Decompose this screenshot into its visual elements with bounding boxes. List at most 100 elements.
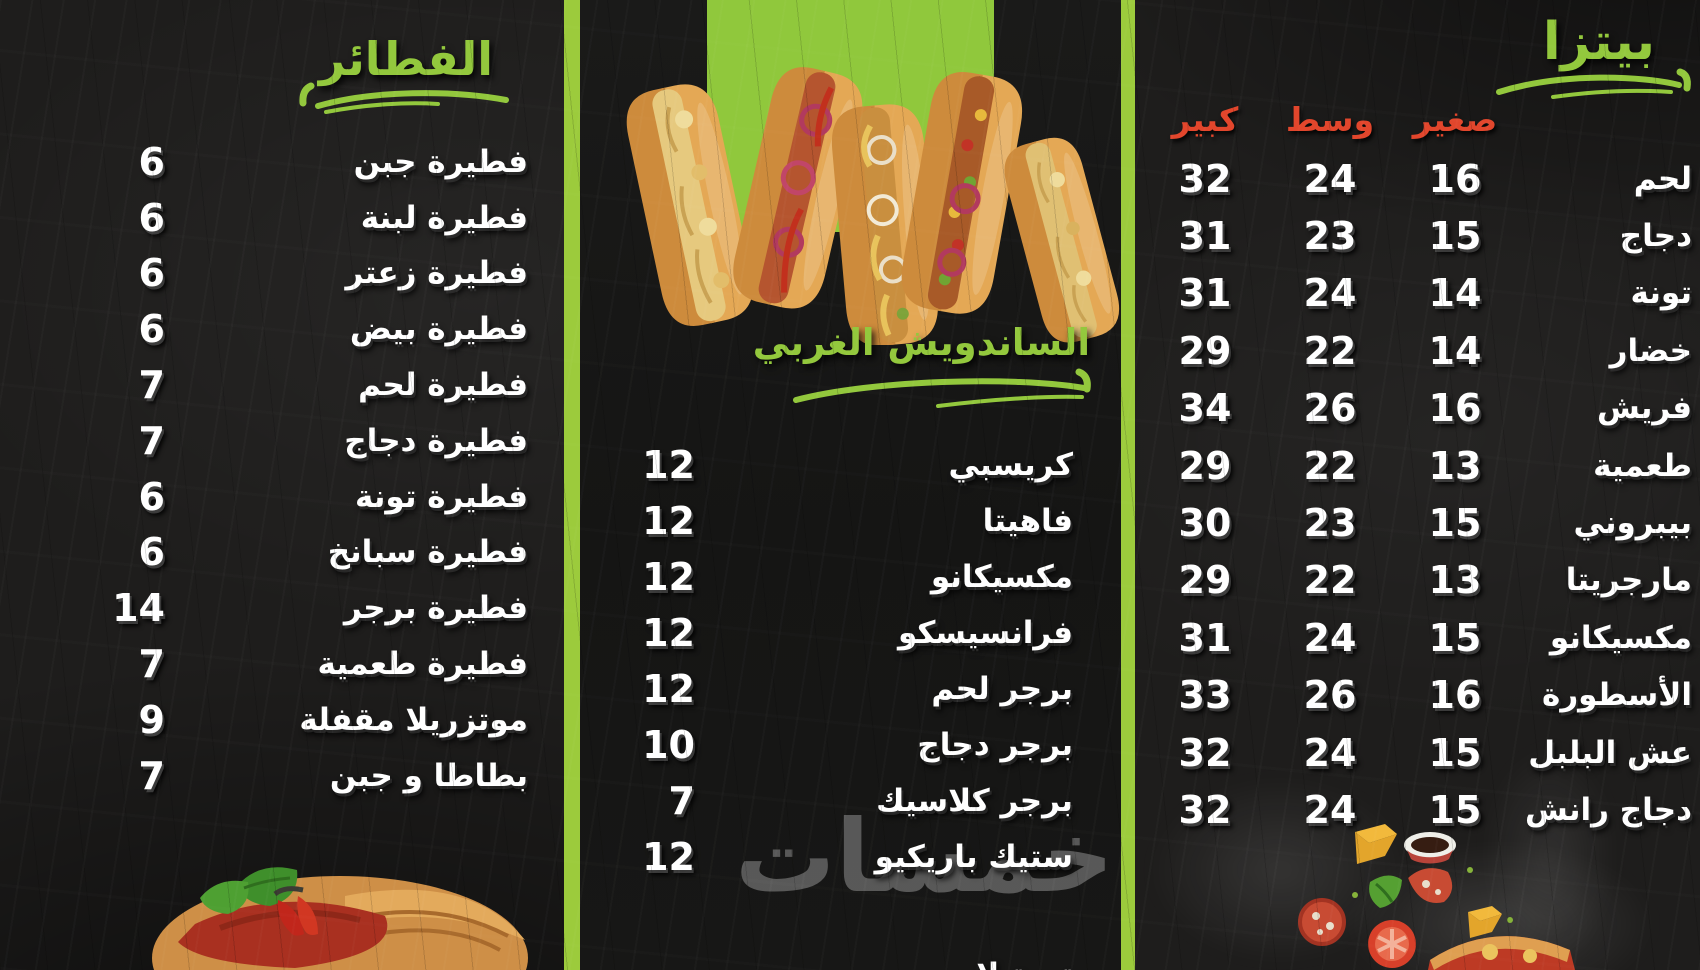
item-name: فطيرة تونة — [354, 478, 528, 515]
price: 6 — [138, 251, 165, 296]
menu-row: 29 22 14 خضار — [1150, 322, 1692, 379]
price: 12 — [642, 555, 695, 599]
price: 6 — [138, 139, 165, 184]
pizza-section-title: بيتزا — [1542, 12, 1655, 72]
menu-row: 7 بطاطا و جبن — [35, 748, 528, 804]
menu-row: 12 مكسيكانو — [580, 549, 1073, 605]
price-medium: 24 — [1303, 156, 1357, 201]
price: 12 — [642, 499, 695, 543]
price-small: 13 — [1428, 443, 1482, 488]
menu-row: 7 برجر كلاسيك — [580, 773, 1073, 829]
panel-border-left — [564, 0, 580, 970]
menu-row: 6 فطيرة سبانخ — [35, 525, 528, 581]
panel-border-right — [1121, 0, 1135, 970]
item-name: بطاطا و جبن — [329, 757, 528, 794]
price: 6 — [138, 474, 165, 519]
price: 12 — [642, 667, 695, 711]
price: 10 — [642, 723, 695, 767]
price-large: 33 — [1178, 673, 1232, 718]
price-small: 15 — [1428, 787, 1482, 832]
menu-row: 32 24 16 لحم — [1150, 150, 1692, 207]
price-large: 31 — [1178, 271, 1232, 316]
menu-row: 32 24 15 دجاج رانش — [1150, 781, 1692, 838]
price-medium: 22 — [1303, 558, 1357, 603]
item-name: فطيرة لبنة — [360, 199, 528, 236]
item-name: عش البلبل — [1528, 734, 1692, 771]
item-name: فاهيتا — [982, 503, 1073, 539]
price-medium: 22 — [1303, 443, 1357, 488]
menu-row: 12 فرانسيسكو — [580, 605, 1073, 661]
item-name: فريش — [1596, 390, 1692, 427]
item-name: مكسيكانو — [1549, 619, 1692, 656]
price: 6 — [138, 530, 165, 575]
price-large: 29 — [1178, 328, 1232, 373]
pies-section-title: الفطائر — [318, 32, 493, 86]
item-name: فطيرة برجر — [343, 590, 528, 627]
item-name: كريسبي — [948, 447, 1073, 483]
price: 7 — [138, 753, 165, 798]
item-name: برجر لحم — [931, 671, 1073, 707]
price: 7 — [138, 418, 165, 463]
price-medium: 23 — [1303, 501, 1357, 546]
menu-row: 6 فطيرة تونة — [35, 469, 528, 525]
item-name: فطيرة سبانخ — [327, 534, 528, 571]
price: 7 — [668, 779, 695, 823]
salami-slice — [1298, 898, 1346, 946]
pies-menu-list: 6 فطيرة جبن 6 فطيرة لبنة 6 فطيرة زعتر 6 فطير… — [35, 134, 528, 804]
menu-row: 10 برجر دجاج — [580, 717, 1073, 773]
price-medium: 22 — [1303, 328, 1357, 373]
price: 6 — [138, 307, 165, 352]
price-small: 15 — [1428, 501, 1482, 546]
menu-row: 7 فطيرة لحم — [35, 357, 528, 413]
price-small: 14 — [1428, 271, 1482, 316]
price-small: 15 — [1428, 214, 1482, 259]
item-name: الأسطورة — [1542, 677, 1692, 714]
price: 6 — [138, 195, 165, 240]
tomato-slice — [1368, 920, 1416, 968]
item-name: فطيرة بيض — [349, 311, 528, 348]
price-small: 15 — [1428, 615, 1482, 660]
item-name: موتزريلا مقفلة — [299, 701, 528, 738]
item-name: مارجريتا — [1565, 562, 1692, 599]
price: 14 — [112, 586, 165, 631]
item-name: طعمية — [1593, 447, 1692, 484]
price-large: 32 — [1178, 730, 1232, 775]
sandwich-menu-list: 12 كريسبي 12 فاهيتا 12 مكسيكانو 12 فرانسيسكو… — [580, 437, 1073, 885]
price-medium: 23 — [1303, 214, 1357, 259]
menu-row: 12 كريسبي — [580, 437, 1073, 493]
size-header-medium: وسط — [1285, 100, 1375, 139]
item-name: دجاج — [1619, 218, 1692, 255]
menu-row: 6 فطيرة زعتر — [35, 246, 528, 302]
item-name: مكسيكانو — [930, 559, 1073, 595]
pies-title-underline — [299, 82, 509, 114]
price-large: 29 — [1178, 443, 1232, 488]
price-large: 31 — [1178, 615, 1232, 660]
size-header-small: صغير — [1412, 100, 1498, 139]
menu-row: 31 24 14 تونة — [1150, 265, 1692, 322]
item-name: تورتيلا — [976, 957, 1073, 970]
price-large: 30 — [1178, 501, 1232, 546]
menu-row: 14 فطيرة برجر — [35, 580, 528, 636]
price: 7 — [138, 642, 165, 687]
item-name: تونة — [1630, 275, 1692, 312]
menu-row: 29 22 13 مارجريتا — [1150, 552, 1692, 609]
price-medium: 24 — [1303, 271, 1357, 316]
price-large: 32 — [1178, 156, 1232, 201]
menu-row: 31 23 15 دجاج — [1150, 207, 1692, 264]
price: 12 — [642, 443, 695, 487]
item-name: فطيرة زعتر — [345, 255, 529, 292]
menu-row: 9 موتزريلا مقفلة — [35, 692, 528, 748]
item-name: ستيك باريكيو — [874, 839, 1073, 875]
ingredients-photo — [1298, 824, 1575, 970]
price-large: 31 — [1178, 214, 1232, 259]
item-name: برجر كلاسيك — [876, 783, 1073, 819]
menu-row: 12 برجر لحم — [580, 661, 1073, 717]
menu-row: 7 فطيرة طعمية — [35, 636, 528, 692]
menu-row: 30 23 15 بيبروني — [1150, 494, 1692, 551]
menu-row: 12 فاهيتا — [580, 493, 1073, 549]
cheese-cube — [1355, 824, 1397, 864]
menu-row: 33 26 16 الأسطورة — [1150, 667, 1692, 724]
price-small: 16 — [1428, 156, 1482, 201]
price-small: 16 — [1428, 386, 1482, 431]
